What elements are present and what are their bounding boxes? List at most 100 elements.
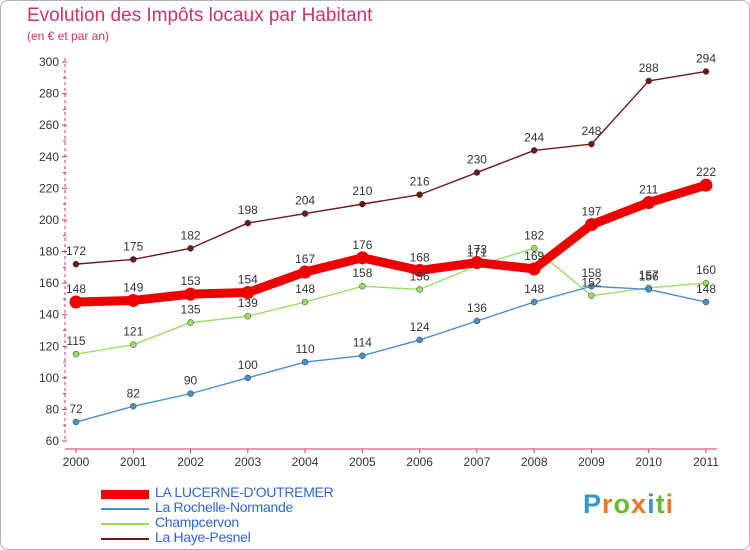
data-label-la-lucerne-d-outremer: 148 — [66, 282, 86, 296]
data-label-champcervon: 135 — [181, 303, 201, 317]
data-label-la-lucerne-d-outremer: 197 — [581, 205, 601, 219]
legend-swatch — [101, 523, 149, 525]
y-tick-label: 160 — [39, 276, 59, 290]
data-point-la-haye-pesnel — [187, 245, 194, 252]
data-point-la-lucerne-d-outremer — [413, 263, 427, 277]
data-label-la-haye-pesnel: 175 — [123, 239, 143, 253]
x-tick-label: 2005 — [349, 455, 376, 469]
data-point-la-haye-pesnel — [473, 169, 481, 176]
data-point-la-rochelle-normande — [187, 390, 194, 397]
data-point-la-haye-pesnel — [244, 219, 252, 227]
data-label-champcervon: 121 — [123, 325, 143, 339]
data-label-champcervon: 152 — [581, 276, 601, 290]
logo-letter: i — [647, 489, 656, 519]
x-tick-label: 2002 — [177, 455, 204, 469]
series-line-champcervon — [75, 247, 707, 355]
data-point-champcervon — [416, 286, 423, 293]
data-label-champcervon: 158 — [352, 266, 372, 280]
logo-letter: P — [583, 489, 603, 519]
data-point-la-haye-pesnel — [301, 210, 309, 217]
y-tick-label: 60 — [46, 434, 60, 448]
data-label-la-haye-pesnel: 288 — [639, 61, 659, 75]
data-label-champcervon: 148 — [295, 282, 315, 296]
series-line-la-rochelle-normande — [75, 285, 707, 423]
y-tick-label: 300 — [39, 55, 59, 69]
data-label-champcervon: 139 — [238, 296, 258, 310]
legend-label: La Haye-Pesnel — [155, 529, 251, 545]
data-point-la-haye-pesnel — [130, 256, 137, 263]
data-label-la-lucerne-d-outremer: 153 — [181, 274, 201, 288]
data-point-la-rochelle-normande — [244, 374, 252, 382]
data-label-champcervon: 115 — [66, 334, 85, 348]
legend-swatch — [101, 508, 149, 510]
data-point-la-rochelle-normande — [530, 298, 538, 306]
data-point-la-rochelle-normande — [130, 403, 137, 410]
data-label-champcervon: 157 — [639, 268, 659, 282]
x-tick-label: 2008 — [521, 455, 548, 469]
data-label-la-rochelle-normande: 156 — [639, 269, 659, 283]
y-tick-label: 120 — [39, 339, 59, 353]
data-point-la-rochelle-normande — [359, 352, 366, 359]
data-point-la-lucerne-d-outremer — [355, 251, 369, 265]
data-label-la-haye-pesnel: 248 — [581, 124, 601, 138]
legend-swatch — [101, 538, 149, 540]
data-label-la-haye-pesnel: 198 — [238, 203, 258, 217]
data-label-champcervon: 156 — [410, 269, 430, 283]
data-point-champcervon — [187, 319, 194, 326]
data-point-la-haye-pesnel — [702, 68, 710, 75]
data-label-la-haye-pesnel: 216 — [410, 175, 430, 189]
data-label-la-rochelle-normande: 136 — [467, 301, 487, 315]
data-point-la-rochelle-normande — [645, 286, 652, 293]
y-tick-label: 140 — [39, 308, 59, 322]
data-point-la-lucerne-d-outremer — [527, 262, 541, 276]
x-tick-label: 2000 — [63, 455, 90, 469]
data-label-la-haye-pesnel: 172 — [66, 244, 86, 258]
x-tick-label: 2001 — [120, 455, 147, 469]
data-point-la-rochelle-normande — [72, 418, 80, 426]
data-point-la-haye-pesnel — [359, 200, 366, 208]
x-tick-label: 2004 — [292, 455, 319, 469]
x-tick-label: 2007 — [464, 455, 491, 469]
data-point-la-rochelle-normande — [588, 282, 595, 290]
data-point-la-rochelle-normande — [416, 336, 423, 344]
chart-subtitle: (en € et par an) — [27, 29, 110, 43]
data-label-la-lucerne-d-outremer: 176 — [352, 238, 372, 252]
y-tick-label: 220 — [39, 181, 59, 195]
data-label-la-rochelle-normande: 82 — [127, 386, 141, 400]
data-point-champcervon — [72, 350, 80, 358]
legend-label: LA LUCERNE-D'OUTREMER — [155, 484, 334, 500]
data-label-la-haye-pesnel: 244 — [524, 130, 544, 144]
data-point-la-lucerne-d-outremer — [699, 178, 713, 192]
data-label-la-haye-pesnel: 182 — [181, 228, 201, 242]
y-tick-label: 200 — [39, 213, 59, 227]
logo-letter: r — [602, 489, 614, 519]
logo-letter: i — [665, 489, 675, 519]
data-label-la-rochelle-normande: 110 — [296, 342, 315, 356]
data-point-la-rochelle-normande — [702, 298, 710, 306]
data-label-champcervon: 160 — [696, 263, 716, 277]
data-label-la-rochelle-normande: 148 — [696, 282, 716, 296]
chart-title: Evolution des Impôts locaux par Habitant — [27, 5, 373, 26]
data-label-la-rochelle-normande: 148 — [524, 282, 544, 296]
series-line-la-haye-pesnel — [75, 70, 707, 265]
data-label-la-haye-pesnel: 230 — [467, 153, 487, 167]
data-label-la-rochelle-normande: 100 — [238, 358, 258, 372]
x-tick-label: 2010 — [635, 455, 662, 469]
data-point-la-haye-pesnel — [72, 260, 80, 268]
data-point-la-rochelle-normande — [473, 317, 481, 325]
y-tick-label: 100 — [39, 371, 59, 385]
data-label-la-lucerne-d-outremer: 173 — [467, 243, 487, 257]
data-label-la-lucerne-d-outremer: 211 — [639, 183, 658, 197]
x-tick-label: 2009 — [578, 455, 605, 469]
data-label-la-rochelle-normande: 124 — [410, 320, 430, 334]
x-tick-label: 2003 — [234, 455, 261, 469]
y-tick-label: 180 — [39, 245, 59, 259]
data-label-la-rochelle-normande: 114 — [353, 336, 372, 350]
data-point-champcervon — [244, 312, 252, 320]
data-labels-layer: 172 175 182 198 204 210 216 230 244 248 288 294 115 1… — [66, 51, 716, 416]
data-label-la-rochelle-normande: 158 — [581, 266, 601, 280]
data-point-la-lucerne-d-outremer — [69, 295, 83, 309]
data-label-la-lucerne-d-outremer: 168 — [410, 250, 430, 264]
axes: 60 80 100 120 140 160 180 200 220 240 260 280 300 200… — [39, 55, 719, 469]
